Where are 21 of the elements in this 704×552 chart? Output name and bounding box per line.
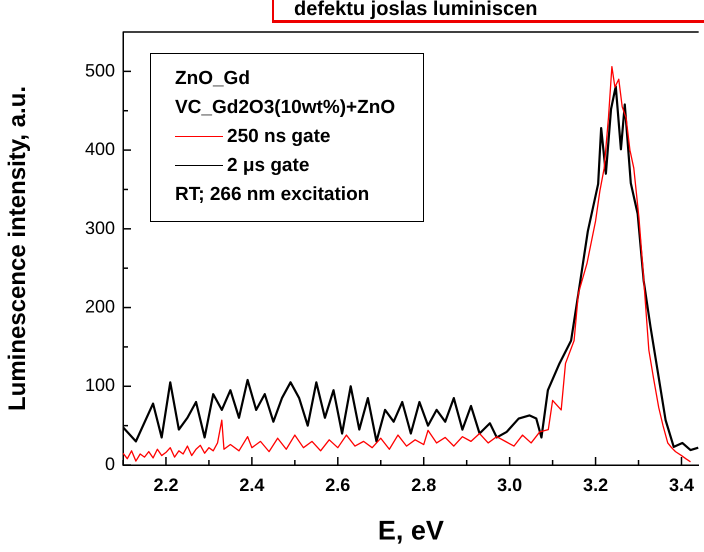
x-tick-label: 2.6 [325,474,350,495]
x-tick-label: 3.2 [583,474,608,495]
y-tick-label: 100 [84,375,115,396]
x-axis-title: E, eV [378,515,444,546]
y-axis-title: Luminescence intensity, a.u. [4,86,32,411]
annotation: VC_Gd2O3(10wt%)+ZnO [175,96,396,120]
y-tick-label: 400 [84,139,115,160]
y-tick-label: 300 [84,218,115,238]
y-tick-label: 200 [84,296,115,317]
x-tick-label: 3.0 [497,474,522,495]
legend-label: 250 ns gate [227,125,330,149]
x-tick-label: 3.4 [668,474,694,495]
y-tick-label: 500 [84,60,115,80]
x-tick-label: 2.2 [153,474,178,495]
annotation: RT; 266 nm excitation [175,183,370,207]
x-tick-label: 2.8 [411,474,436,495]
legend-label: 2 μs gate [227,154,310,178]
annotation: ZnO_Gd [175,67,251,91]
x-tick-label: 2.4 [239,474,264,495]
chart-title: defektu joslas luminiscen [272,0,704,23]
y-tick-label: 0 [104,454,115,474]
